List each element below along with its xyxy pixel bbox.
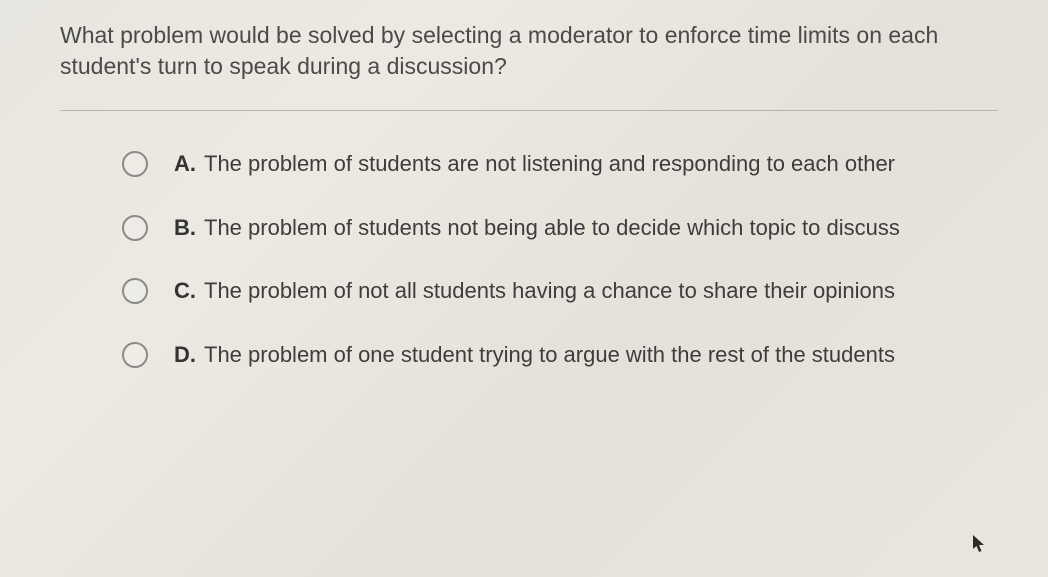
option-b[interactable]: B. The problem of students not being abl… xyxy=(122,213,998,243)
question-text: What problem would be solved by selectin… xyxy=(60,20,998,82)
option-b-label: B. The problem of students not being abl… xyxy=(174,213,998,243)
option-c-label: C. The problem of not all students havin… xyxy=(174,276,998,306)
option-c[interactable]: C. The problem of not all students havin… xyxy=(122,276,998,306)
option-b-text: The problem of students not being able t… xyxy=(204,213,900,243)
mouse-cursor-icon xyxy=(972,534,988,559)
radio-b[interactable] xyxy=(122,215,148,241)
option-a[interactable]: A. The problem of students are not liste… xyxy=(122,149,998,179)
radio-d[interactable] xyxy=(122,342,148,368)
question-divider xyxy=(60,110,998,111)
option-c-letter: C. xyxy=(174,276,196,306)
option-a-letter: A. xyxy=(174,149,196,179)
radio-c[interactable] xyxy=(122,278,148,304)
option-d-text: The problem of one student trying to arg… xyxy=(204,340,895,370)
option-b-letter: B. xyxy=(174,213,196,243)
option-c-text: The problem of not all students having a… xyxy=(204,276,895,306)
option-d-label: D. The problem of one student trying to … xyxy=(174,340,998,370)
option-d[interactable]: D. The problem of one student trying to … xyxy=(122,340,998,370)
radio-a[interactable] xyxy=(122,151,148,177)
option-a-text: The problem of students are not listenin… xyxy=(204,149,895,179)
option-d-letter: D. xyxy=(174,340,196,370)
option-a-label: A. The problem of students are not liste… xyxy=(174,149,998,179)
options-list: A. The problem of students are not liste… xyxy=(60,149,998,370)
